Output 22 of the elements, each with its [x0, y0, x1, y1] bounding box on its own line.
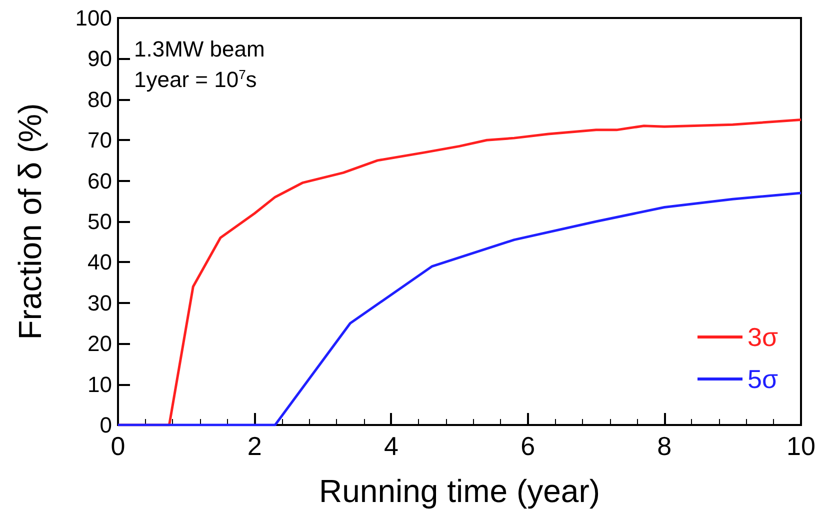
- y-tick-label: 100: [75, 6, 112, 30]
- legend-label: 5σ: [747, 364, 778, 394]
- y-tick-label: 10: [88, 372, 112, 397]
- y-tick-label: 80: [88, 86, 112, 112]
- annotation: 1.3MW beam: [134, 36, 265, 62]
- y-tick-label: 0: [100, 412, 112, 438]
- y-tick-label: 90: [88, 46, 112, 72]
- y-tick-label: 50: [88, 209, 112, 234]
- x-tick-label: 10: [786, 431, 816, 461]
- y-tick-label: 60: [88, 168, 112, 194]
- x-tick-label: 4: [384, 431, 398, 461]
- y-tick-label: 20: [88, 331, 112, 356]
- y-tick-label: 70: [88, 128, 112, 153]
- line-series: [116, 192, 802, 426]
- x-tick-label: 6: [520, 431, 536, 461]
- y-tick-label: 30: [88, 290, 112, 316]
- y-tick-label: 40: [88, 250, 112, 275]
- x-tick-label: 8: [657, 431, 672, 461]
- legend-label: 3σ: [747, 322, 778, 352]
- x-axis-title: Running time (year): [319, 473, 600, 509]
- y-axis-title: Fraction of δ (%): [12, 103, 48, 340]
- x-tick-label: 2: [247, 431, 262, 461]
